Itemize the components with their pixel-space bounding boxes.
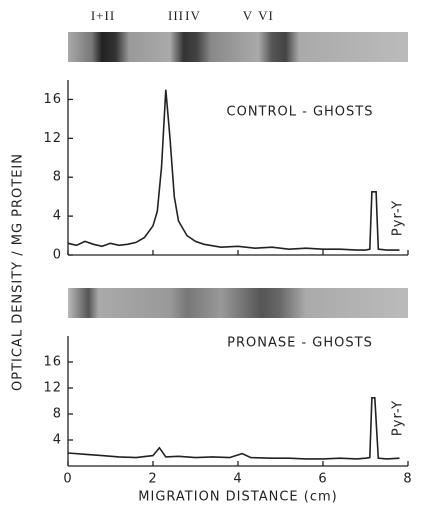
band-label: III — [168, 8, 184, 23]
y-tick-label: 16 — [43, 355, 62, 370]
y-tick-label: 8 — [53, 170, 62, 185]
y-tick-label: 4 — [53, 433, 62, 448]
band-label: VI — [258, 8, 274, 23]
gel-strip — [68, 32, 408, 62]
gel-strip — [68, 288, 408, 318]
peak-label: Pyr-Y — [391, 200, 406, 236]
x-tick-label: 8 — [403, 472, 412, 487]
x-tick-label: 0 — [63, 472, 72, 487]
x-tick-label: 4 — [233, 472, 242, 487]
scan-label: PRONASE - GHOSTS — [227, 336, 373, 351]
y-axis-label: OPTICAL DENSITY / MG PROTEIN — [11, 153, 26, 391]
x-tick-label: 2 — [148, 472, 157, 487]
peak-label: Pyr-Y — [391, 400, 406, 436]
y-tick-label: 8 — [53, 407, 62, 422]
x-tick-label: 6 — [318, 472, 327, 487]
band-label: I+II — [91, 8, 115, 23]
scan-label: CONTROL - GHOSTS — [227, 105, 374, 120]
y-tick-label: 4 — [53, 209, 62, 224]
scan-line — [67, 89, 400, 251]
band-label: V — [243, 8, 253, 23]
x-axis-label: MIGRATION DISTANCE (cm) — [138, 490, 337, 505]
y-tick-label: 0 — [53, 248, 62, 263]
band-label: IV — [185, 8, 201, 23]
y-tick-label: 16 — [43, 92, 62, 107]
y-tick-label: 12 — [43, 131, 62, 146]
scan-line — [67, 397, 400, 460]
y-tick-label: 12 — [43, 381, 62, 396]
